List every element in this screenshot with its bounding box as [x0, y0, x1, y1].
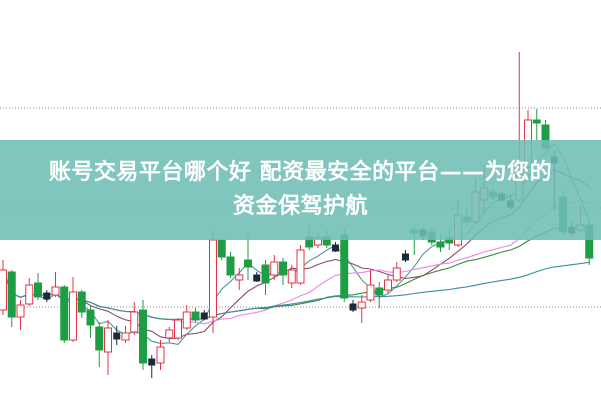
- candle-marker: [200, 312, 208, 320]
- candle-down: [60, 286, 69, 341]
- banner-title-line1: 账号交易平台哪个好 配资最安全的平台——为您的: [48, 160, 553, 185]
- candle-up: [130, 311, 139, 333]
- candle-up: [235, 274, 244, 281]
- candle-down: [375, 287, 384, 296]
- candle-up: [357, 301, 366, 309]
- candle-down: [7, 271, 16, 318]
- candle-down: [436, 241, 445, 248]
- candle-down: [340, 234, 349, 299]
- candle-up: [392, 267, 401, 281]
- banner-title-line2: 资金保驾护航: [232, 194, 368, 219]
- candle-marker: [332, 244, 339, 252]
- candle-down: [279, 261, 287, 276]
- candle-down: [86, 309, 95, 326]
- title-banner: 账号交易平台哪个好 配资最安全的平台——为您的 资金保驾护航: [0, 140, 601, 240]
- candle-up: [16, 304, 25, 318]
- candle-down: [139, 309, 147, 364]
- candle-marker: [148, 358, 156, 366]
- candle-up: [25, 284, 34, 305]
- candle-down: [217, 239, 226, 258]
- candle-up: [384, 279, 392, 291]
- candle-down: [34, 282, 42, 298]
- candle-up: [182, 311, 191, 329]
- candle-down: [226, 256, 235, 276]
- candle-marker: [402, 253, 409, 261]
- candle-marker: [43, 292, 51, 300]
- candle-up: [296, 249, 305, 284]
- candle-up: [366, 284, 375, 301]
- candle-up: [0, 269, 7, 311]
- candle-up: [51, 286, 60, 296]
- candle-marker: [253, 274, 261, 282]
- candle-up: [156, 346, 165, 364]
- candle-up: [287, 269, 296, 284]
- candle-up: [270, 261, 279, 276]
- candle-down: [95, 326, 104, 351]
- candle-marker: [113, 332, 121, 340]
- candle-up: [209, 239, 217, 318]
- moving-average-line-60: [2, 261, 590, 320]
- candle-marker: [349, 303, 357, 311]
- candle-down: [244, 259, 252, 268]
- candle-up: [69, 291, 77, 341]
- candle-down: [532, 119, 541, 124]
- candle-down: [191, 311, 200, 321]
- candle-up: [121, 332, 130, 341]
- candle-up: [174, 319, 182, 339]
- candle-down: [77, 291, 86, 313]
- candle-up: [104, 327, 112, 353]
- candle-down: [261, 264, 270, 284]
- candle-up: [165, 329, 174, 339]
